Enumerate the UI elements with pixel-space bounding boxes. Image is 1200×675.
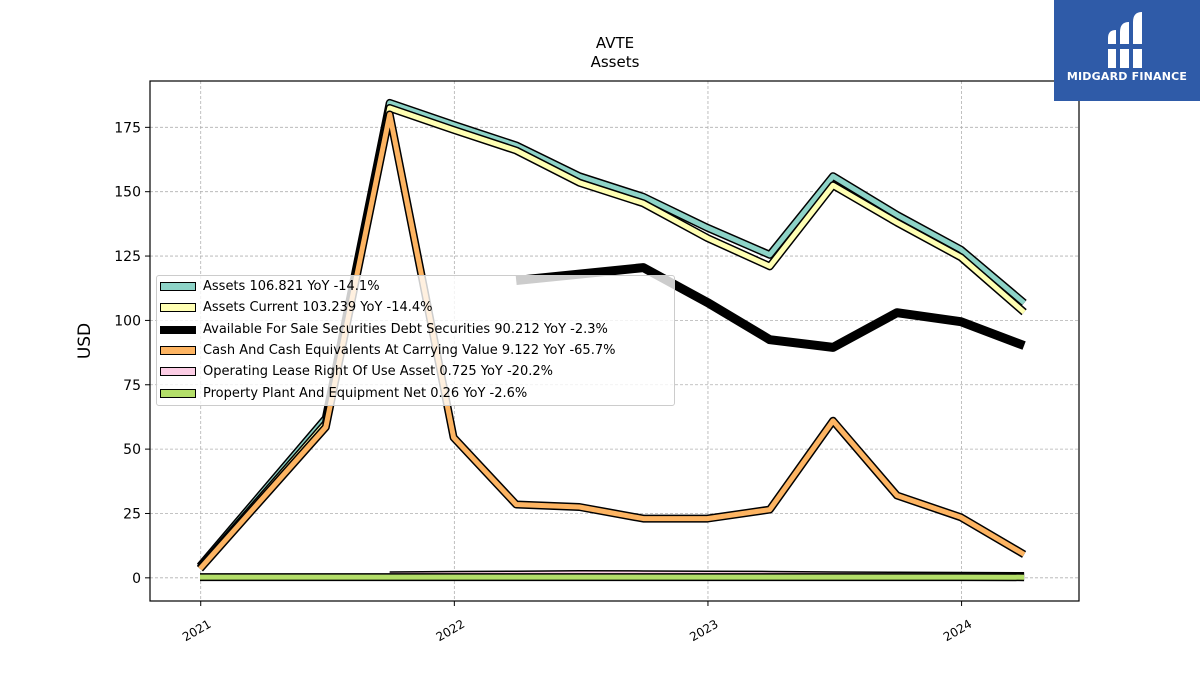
series-1 xyxy=(196,104,1027,571)
series-3 xyxy=(197,110,1027,572)
y-tick-label: 100 xyxy=(114,313,141,329)
y-tick-label: 25 xyxy=(123,506,141,522)
legend-swatch xyxy=(160,282,196,291)
legend-label: Available For Sale Securities Debt Secur… xyxy=(203,321,608,337)
y-tick-label: 175 xyxy=(114,120,141,136)
legend-swatch xyxy=(160,325,196,334)
y-tick-label: 150 xyxy=(114,185,141,201)
legend: Assets 106.821 YoY -14.1% Assets Current … xyxy=(156,275,675,406)
chart-subtitle: Assets xyxy=(591,53,640,71)
legend-label: Property Plant And Equipment Net 0.26 Yo… xyxy=(203,385,528,401)
x-axis: 2021 2022 2023 2024 xyxy=(180,601,974,644)
y-tick-label: 125 xyxy=(114,249,141,265)
x-tick-label: 2023 xyxy=(687,617,720,644)
x-tick-label: 2021 xyxy=(180,617,213,644)
y-tick-label: 75 xyxy=(123,378,141,394)
legend-swatch xyxy=(160,367,196,377)
x-tick-label: 2022 xyxy=(434,617,467,644)
legend-label: Cash And Cash Equivalents At Carrying Va… xyxy=(203,342,616,358)
legend-swatch xyxy=(160,388,196,398)
legend-swatch xyxy=(160,303,196,313)
y-tick-label: 50 xyxy=(123,442,141,458)
y-axis-label: USD xyxy=(75,323,95,359)
logo-text: MIDGARD FINANCE xyxy=(1066,70,1188,83)
legend-label: Assets 106.821 YoY -14.1% xyxy=(203,279,380,294)
brand-logo: MIDGARD FINANCE xyxy=(1054,0,1200,101)
legend-label: Operating Lease Right Of Use Asset 0.725… xyxy=(203,364,553,380)
series-layer xyxy=(196,98,1027,582)
series-2 xyxy=(515,263,1026,352)
y-axis: 0 25 50 75 100 125 150 175 xyxy=(114,120,150,587)
legend-label: Assets Current 103.239 YoY -14.4% xyxy=(203,300,433,316)
chart-title: AVTE xyxy=(596,34,634,52)
x-tick-label: 2024 xyxy=(941,617,974,644)
legend-swatch xyxy=(160,345,196,355)
plot-frame xyxy=(149,80,1080,602)
y-tick-label: 0 xyxy=(132,571,141,587)
logo-mark-icon xyxy=(1105,12,1147,68)
